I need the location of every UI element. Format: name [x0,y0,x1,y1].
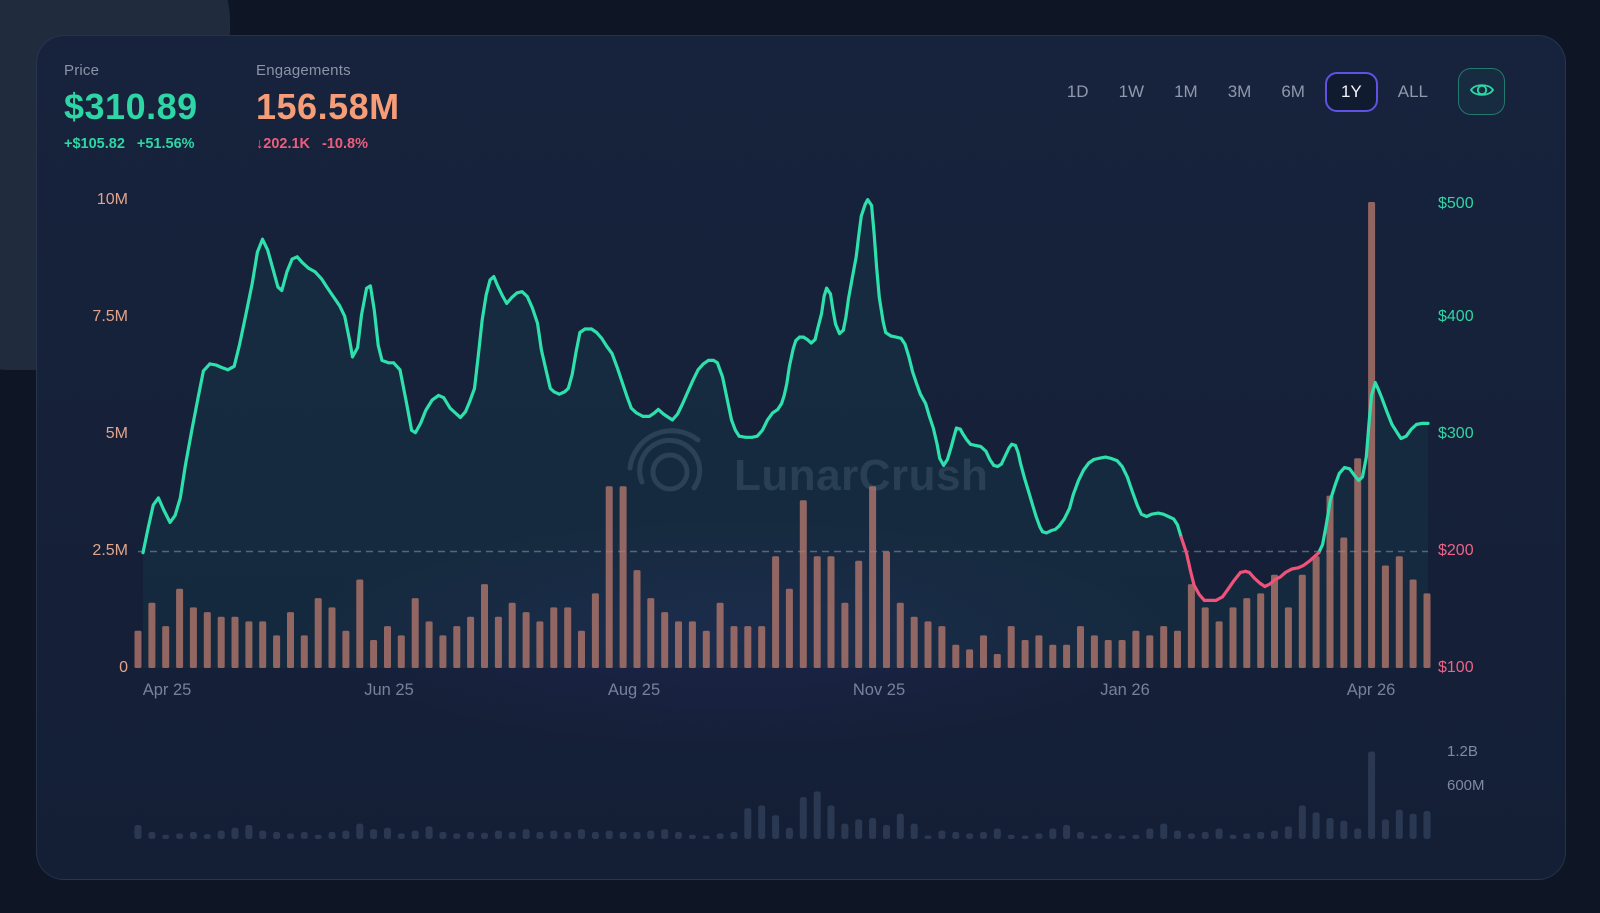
price-change-pct: +51.56% [136,136,195,152]
range-button-all[interactable]: ALL [1388,73,1438,111]
right-axis-tick-300: $300 [1438,425,1474,442]
x-axis-label-nov25: Nov 25 [852,681,906,699]
left-axis-tick-0: 0 [119,659,128,676]
x-axis-label-jun25: Jun 25 [364,681,414,699]
visibility-toggle-button[interactable] [1458,68,1505,115]
x-axis-label-apr25: Apr 25 [142,681,192,699]
price-label: Price [64,62,100,79]
right-axis-tick-400: $400 [1438,308,1474,325]
left-axis-tick-10m: 10M [96,191,128,208]
price-change-abs: +$105.82 [64,136,125,152]
engagements-stat: Engagements 156.58M ↓202.1K -10.8% [256,62,400,152]
price-area-fill [143,199,1428,668]
price-line-up [141,198,1430,555]
engagements-value: 156.58M [256,86,400,127]
range-button-6m[interactable]: 6M [1271,73,1315,111]
x-axis-label-jan26: Jan 26 [1100,681,1150,699]
mini-axis-label-1-2b: 1.2B [1447,743,1478,760]
range-button-3m[interactable]: 3M [1218,73,1262,111]
range-button-1d[interactable]: 1D [1057,73,1099,111]
range-button-1y[interactable]: 1Y [1324,71,1378,112]
engagements-change-pct: -10.8% [322,136,368,152]
range-button-1m[interactable]: 1M [1164,73,1208,111]
range-button-1w[interactable]: 1W [1109,73,1155,111]
right-axis-tick-200: $200 [1438,542,1474,559]
price-value: $310.89 [64,86,198,127]
volume-mini-chart[interactable] [134,751,1431,840]
left-axis-tick-2-5m: 2.5M [92,542,128,559]
price-stat: Price $310.89 +$105.82 +51.56% [64,62,198,152]
mini-axis-label-600m: 600M [1447,777,1485,794]
left-axis-tick-5m: 5M [105,425,128,442]
engagements-label: Engagements [256,62,351,79]
right-axis-tick-100: $100 [1438,659,1474,676]
eye-icon [1469,77,1495,106]
chart-card [36,35,1566,880]
right-axis-tick-500: $500 [1438,195,1474,212]
engagements-change-abs: ↓202.1K [256,136,311,152]
engagement-bars [134,202,1431,668]
x-axis-label-apr26: Apr 26 [1346,681,1396,699]
price-line-down [1179,535,1321,602]
x-axis-label-aug25: Aug 25 [607,681,661,699]
left-axis-tick-7-5m: 7.5M [92,308,128,325]
time-range-selector: 1D 1W 1M 3M 6M 1Y ALL [1057,68,1505,115]
